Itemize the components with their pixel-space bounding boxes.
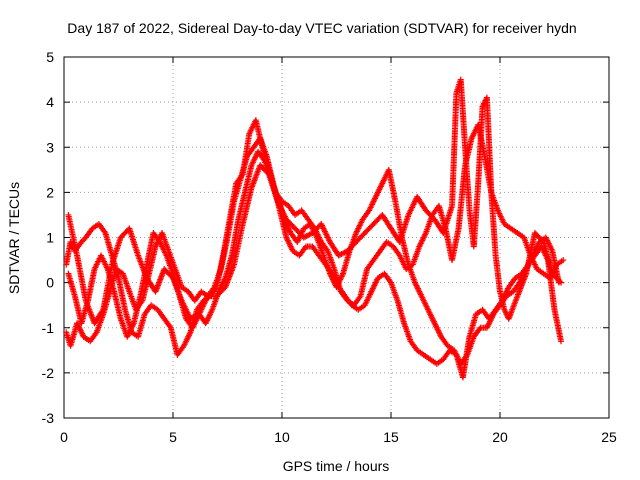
- data-point: [558, 279, 565, 286]
- y-tick-label: -2: [42, 365, 55, 381]
- y-tick-label: -1: [42, 320, 55, 336]
- data-point-fill: [99, 308, 106, 315]
- x-axis-label: GPS time / hours: [283, 458, 390, 474]
- x-axis: 0 5 10 15 20 25: [60, 57, 617, 445]
- chart-title: Day 187 of 2022, Sidereal Day-to-day VTE…: [67, 20, 576, 36]
- y-tick-label: 0: [46, 275, 54, 291]
- y-axis-label: SDTVAR / TECUs: [6, 182, 22, 294]
- data-points: [63, 76, 567, 381]
- y-tick-label: 5: [46, 49, 54, 65]
- data-point: [560, 257, 567, 264]
- y-tick-label: 4: [46, 94, 54, 110]
- x-tick-label: 15: [383, 429, 399, 445]
- y-axis: -3 -2 -1 0 1 2 3 4 5: [42, 49, 609, 426]
- series-trace-d: [65, 76, 565, 327]
- x-tick-label: 0: [60, 429, 68, 445]
- y-tick-label: 1: [46, 230, 54, 246]
- x-tick-label: 10: [274, 429, 290, 445]
- data-point-fill: [556, 278, 563, 285]
- x-tick-label: 5: [169, 429, 177, 445]
- x-tick-label: 20: [492, 429, 508, 445]
- x-tick-label: 25: [601, 429, 617, 445]
- y-tick-label: 3: [46, 139, 54, 155]
- data-point: [558, 338, 565, 345]
- y-tick-label: 2: [46, 184, 54, 200]
- y-tick-label: -3: [42, 410, 55, 426]
